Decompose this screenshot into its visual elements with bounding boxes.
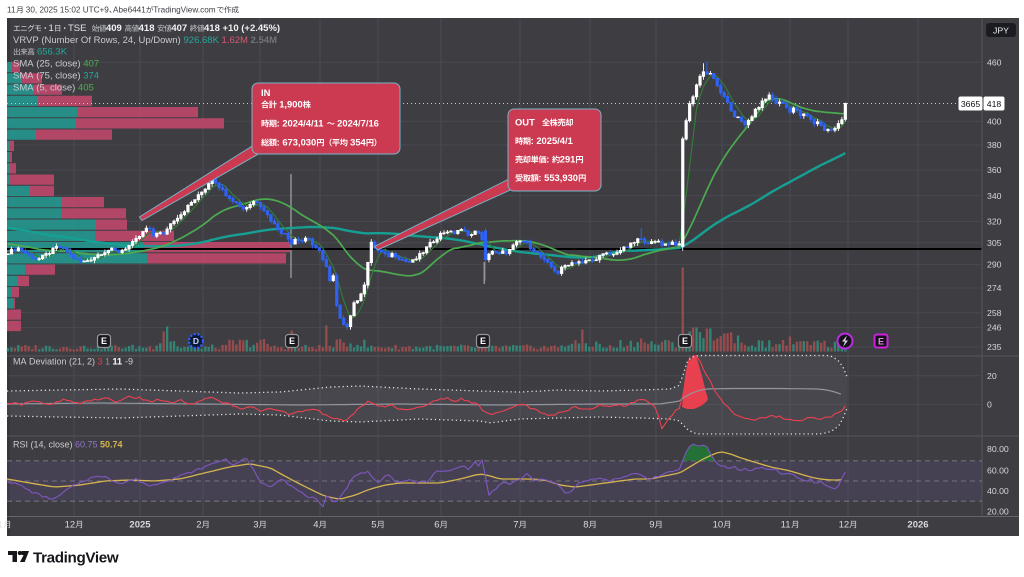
svg-text:2024/7/16: 2024/7/16 xyxy=(335,118,379,129)
svg-text:246: 246 xyxy=(987,323,1002,333)
svg-text:418: 418 xyxy=(987,99,1002,109)
svg-text:E: E xyxy=(480,336,486,346)
svg-text:D: D xyxy=(193,336,199,346)
svg-text:400: 400 xyxy=(987,117,1002,127)
svg-text:80.00: 80.00 xyxy=(987,444,1009,454)
svg-text:-9: -9 xyxy=(125,357,133,367)
svg-text:460: 460 xyxy=(987,58,1002,68)
svg-text:2.54M: 2.54M xyxy=(251,35,277,46)
svg-text:10: 10 xyxy=(713,520,724,531)
svg-text:: 553,930: : 553,930 xyxy=(538,172,578,183)
svg-text:235: 235 xyxy=(987,342,1002,352)
svg-text:1: 1 xyxy=(49,23,54,34)
svg-text:TradingView.com: TradingView.com xyxy=(153,6,216,15)
svg-text:407: 407 xyxy=(171,23,190,34)
svg-text:11: 11 xyxy=(0,520,2,531)
svg-text:1,900: 1,900 xyxy=(277,99,303,110)
svg-text:1: 1 xyxy=(105,357,113,367)
svg-text:4: 4 xyxy=(313,520,318,531)
svg-text:3: 3 xyxy=(253,520,258,531)
svg-text:12: 12 xyxy=(65,520,76,531)
svg-text:OUT: OUT xyxy=(515,117,535,128)
svg-text:MA Deviation (21, 2): MA Deviation (21, 2) xyxy=(13,357,98,367)
svg-text:258: 258 xyxy=(987,308,1002,318)
svg-text:SMA (75, close): SMA (75, close) xyxy=(13,71,83,82)
svg-text:E: E xyxy=(289,336,295,346)
svg-text:290: 290 xyxy=(987,260,1002,270)
svg-text:E: E xyxy=(101,336,107,346)
svg-text:60.00: 60.00 xyxy=(987,466,1009,476)
svg-text:418: 418 xyxy=(139,23,158,34)
svg-text:JPY: JPY xyxy=(993,26,1009,36)
svg-text:409: 409 xyxy=(106,23,125,34)
svg-text:5: 5 xyxy=(371,520,376,531)
svg-text:9: 9 xyxy=(649,520,654,531)
svg-text:40.00: 40.00 xyxy=(987,486,1009,496)
svg-text:60.75: 60.75 xyxy=(75,440,100,450)
svg-text:0: 0 xyxy=(987,400,992,410)
svg-text:TSE: TSE xyxy=(68,23,92,34)
svg-text:6: 6 xyxy=(434,520,439,531)
svg-text:11: 11 xyxy=(7,6,16,15)
svg-text:: 2025/4/1: : 2025/4/1 xyxy=(531,135,573,146)
svg-text:3: 3 xyxy=(98,357,106,367)
svg-text:926.68K: 926.68K xyxy=(184,35,222,46)
svg-text:656.3K: 656.3K xyxy=(37,47,68,58)
svg-text:: 2024/4/11: : 2024/4/11 xyxy=(277,118,327,129)
svg-text:TradingView: TradingView xyxy=(33,550,119,567)
svg-text::: : xyxy=(546,154,552,165)
svg-text:E: E xyxy=(878,336,884,346)
svg-text:374: 374 xyxy=(83,71,99,82)
svg-text:305: 305 xyxy=(987,238,1002,248)
svg-text:11: 11 xyxy=(781,520,791,531)
svg-text:VRVP (Number Of Rows, 24, Up/D: VRVP (Number Of Rows, 24, Up/Down) xyxy=(13,35,183,46)
svg-text:+10 (+2.45%): +10 (+2.45%) xyxy=(223,23,281,34)
svg-text:407: 407 xyxy=(83,59,99,70)
svg-text:IN: IN xyxy=(261,87,271,98)
svg-text:2: 2 xyxy=(196,520,201,531)
svg-text:20: 20 xyxy=(987,371,997,381)
svg-text:20.00: 20.00 xyxy=(987,507,1009,517)
svg-text:274: 274 xyxy=(987,283,1002,293)
svg-text:30, 2025 15:02 UTC+9: 30, 2025 15:02 UTC+9 xyxy=(24,6,110,15)
svg-text:418: 418 xyxy=(204,23,223,34)
svg-text:11: 11 xyxy=(113,357,125,367)
svg-text:354: 354 xyxy=(348,137,367,148)
svg-text:360: 360 xyxy=(987,165,1002,175)
svg-text:12: 12 xyxy=(839,520,850,531)
svg-text:380: 380 xyxy=(987,140,1002,150)
svg-text:291: 291 xyxy=(560,154,576,165)
svg-text:Abe6441: Abe6441 xyxy=(113,6,146,15)
svg-text:RSI (14, close): RSI (14, close) xyxy=(13,440,75,450)
svg-text:2026: 2026 xyxy=(907,520,928,531)
svg-text:3665: 3665 xyxy=(961,99,980,109)
svg-text:: 673,030: : 673,030 xyxy=(277,137,317,148)
svg-text:2025: 2025 xyxy=(129,520,151,531)
svg-text:SMA (5, close): SMA (5, close) xyxy=(13,83,78,94)
svg-text:405: 405 xyxy=(78,83,94,94)
svg-text:340: 340 xyxy=(987,191,1002,201)
svg-text:8: 8 xyxy=(583,520,588,531)
svg-text:320: 320 xyxy=(987,217,1002,227)
svg-text:7: 7 xyxy=(513,520,518,531)
svg-text:SMA (25, close): SMA (25, close) xyxy=(13,59,83,70)
svg-text:1.62M: 1.62M xyxy=(222,35,251,46)
svg-text:50.74: 50.74 xyxy=(100,440,123,450)
svg-text:E: E xyxy=(682,336,688,346)
